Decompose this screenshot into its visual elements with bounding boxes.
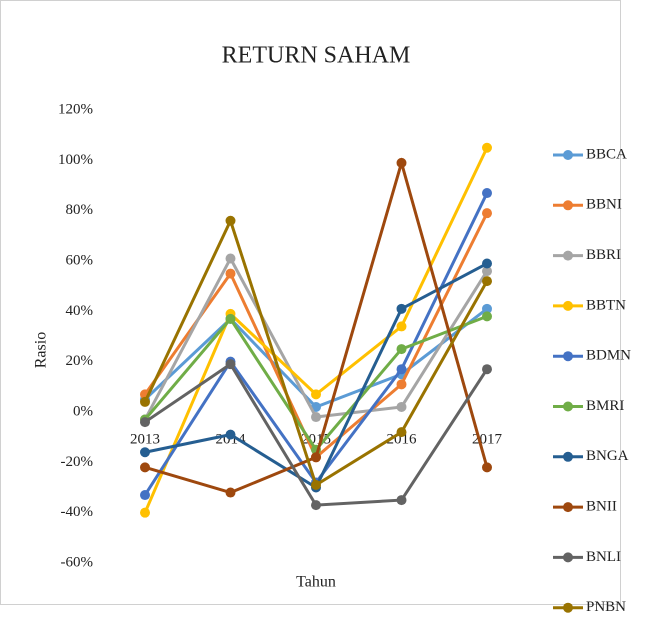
data-point — [482, 142, 492, 153]
data-point — [140, 447, 150, 458]
data-point — [482, 266, 492, 277]
data-point — [225, 215, 236, 226]
legend-marker — [563, 351, 573, 362]
chart-title: RETURN SAHAM — [222, 43, 411, 69]
y-tick-label: 100% — [58, 152, 93, 168]
data-point — [396, 379, 407, 390]
data-point — [396, 401, 407, 412]
data-point — [482, 303, 492, 314]
data-point — [482, 208, 492, 219]
data-point — [482, 276, 492, 287]
data-point — [396, 427, 407, 438]
data-point — [140, 462, 150, 473]
data-point — [311, 479, 321, 490]
legend-label: BNGA — [586, 448, 629, 464]
legend-marker — [563, 451, 573, 462]
legend-marker — [563, 150, 573, 160]
data-point — [311, 389, 321, 400]
data-point — [396, 495, 407, 506]
data-point — [482, 364, 492, 375]
data-point — [140, 507, 150, 518]
data-point — [396, 321, 407, 332]
y-tick-label: 120% — [58, 101, 93, 117]
legend-label: BMRI — [586, 398, 624, 414]
legend-marker — [563, 502, 573, 513]
data-point — [140, 490, 150, 501]
legend-label: BBRI — [586, 247, 621, 263]
chart-border — [0, 0, 621, 605]
y-tick-label: 40% — [66, 303, 94, 319]
y-tick-label: -60% — [61, 554, 94, 570]
y-tick-label: 80% — [66, 202, 94, 218]
data-point — [482, 188, 492, 199]
data-point — [225, 253, 236, 264]
data-point — [140, 396, 150, 407]
data-point — [140, 417, 150, 428]
data-point — [396, 303, 407, 314]
x-axis-label: Tahun — [296, 574, 336, 591]
legend-marker — [563, 552, 573, 563]
y-tick-label: 0% — [73, 403, 93, 419]
legend-marker — [563, 300, 573, 311]
data-point — [225, 268, 236, 279]
legend-label: BBNI — [586, 197, 622, 213]
data-point — [311, 500, 321, 511]
data-point — [396, 344, 407, 355]
legend-marker — [563, 602, 573, 613]
legend-label: BDMN — [586, 348, 631, 364]
data-point — [396, 364, 407, 375]
y-tick-label: -20% — [61, 454, 94, 470]
legend-label: BNII — [586, 499, 617, 515]
data-point — [311, 452, 321, 463]
legend-marker — [563, 200, 573, 211]
legend-marker — [563, 401, 573, 412]
data-point — [482, 311, 492, 322]
legend-label: BNLI — [586, 549, 621, 565]
legend-label: PNBN — [586, 599, 626, 615]
data-point — [225, 313, 236, 324]
y-tick-label: -40% — [61, 504, 94, 520]
legend-label: BBCA — [586, 146, 627, 162]
y-axis-label: Rasio — [33, 332, 50, 368]
data-point — [396, 157, 407, 168]
data-point — [482, 258, 492, 269]
y-tick-label: 20% — [66, 353, 94, 369]
data-point — [225, 487, 236, 498]
data-point — [225, 429, 236, 440]
x-tick-label: 2013 — [130, 431, 160, 447]
data-point — [482, 462, 492, 473]
data-point — [225, 359, 236, 370]
data-point — [311, 412, 321, 423]
legend-marker — [563, 250, 573, 261]
legend-label: BBTN — [586, 297, 626, 313]
y-tick-label: 60% — [66, 252, 94, 268]
